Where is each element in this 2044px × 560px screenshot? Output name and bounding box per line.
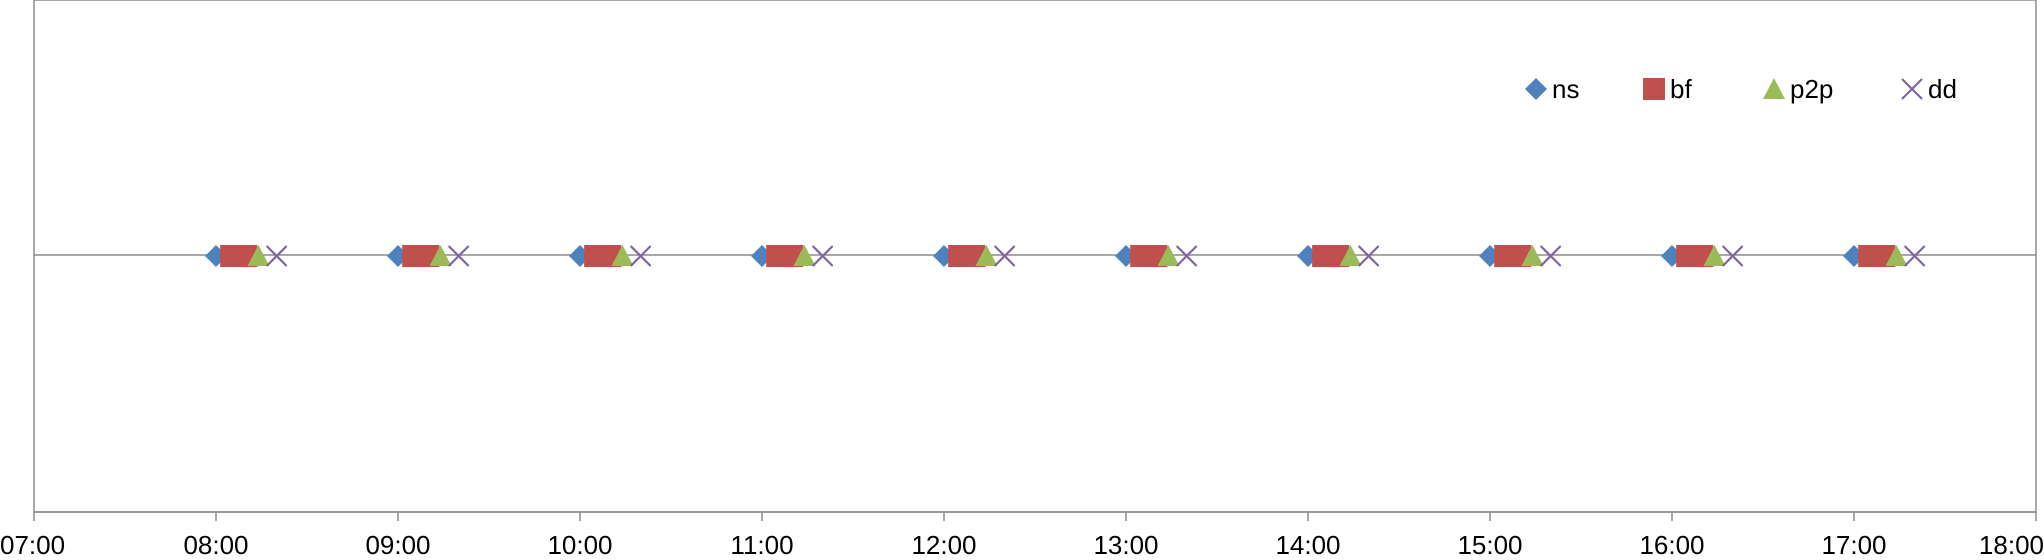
x-tick-label: 18:00	[1979, 530, 2044, 560]
legend-item-ns: ns	[1525, 74, 1579, 104]
x-tick-label: 11:00	[730, 530, 793, 560]
marker-dd	[1903, 245, 1926, 267]
x-tick-label: 09:00	[365, 530, 430, 560]
legend-label: bf	[1670, 74, 1692, 104]
marker-p2p	[1885, 245, 1908, 266]
legend-label: dd	[1928, 74, 1957, 104]
marker-p2p	[429, 245, 452, 266]
x-tick-label: 15:00	[1457, 530, 1522, 560]
x-tick-label: 13:00	[1093, 530, 1158, 560]
marker-p2p	[1703, 245, 1726, 266]
legend-marker-ns	[1525, 78, 1547, 100]
x-tick-label: 16:00	[1639, 530, 1704, 560]
data-markers	[205, 245, 1926, 267]
legend-marker-p2p	[1763, 78, 1785, 99]
marker-p2p	[975, 245, 998, 266]
legend-item-p2p: p2p	[1763, 74, 1833, 104]
marker-p2p	[1521, 245, 1544, 266]
marker-dd	[993, 245, 1016, 267]
marker-p2p	[793, 245, 816, 266]
marker-dd	[1721, 245, 1744, 267]
marker-dd	[1175, 245, 1198, 267]
plot-area	[33, 0, 2037, 513]
marker-dd	[1357, 245, 1380, 267]
x-tick-label: 07:00	[0, 530, 65, 560]
x-tick-label: 10:00	[547, 530, 612, 560]
legend-item-bf: bf	[1643, 74, 1692, 104]
legend: ns bf p2p dd	[1525, 74, 1957, 104]
x-tick-label: 14:00	[1275, 530, 1340, 560]
legend-label: p2p	[1790, 74, 1833, 104]
x-axis-ticks	[33, 512, 2037, 521]
x-axis-tick-labels: 07:00 08:00 09:00 10:00 11:00 12:00 13:00 14:00…	[0, 530, 2044, 560]
marker-dd	[265, 245, 288, 267]
legend-item-dd: dd	[1901, 74, 1957, 104]
marker-dd	[811, 245, 834, 267]
marker-p2p	[1339, 245, 1362, 266]
marker-dd	[1539, 245, 1562, 267]
legend-marker-dd	[1901, 78, 1923, 100]
legend-marker-bf	[1643, 78, 1665, 100]
x-tick-label: 12:00	[911, 530, 976, 560]
marker-p2p	[247, 245, 270, 266]
x-tick-label: 17:00	[1821, 530, 1886, 560]
marker-p2p	[611, 245, 634, 266]
x-tick-label: 08:00	[183, 530, 248, 560]
legend-label: ns	[1552, 74, 1579, 104]
marker-p2p	[1157, 245, 1180, 266]
marker-dd	[629, 245, 652, 267]
marker-dd	[447, 245, 470, 267]
